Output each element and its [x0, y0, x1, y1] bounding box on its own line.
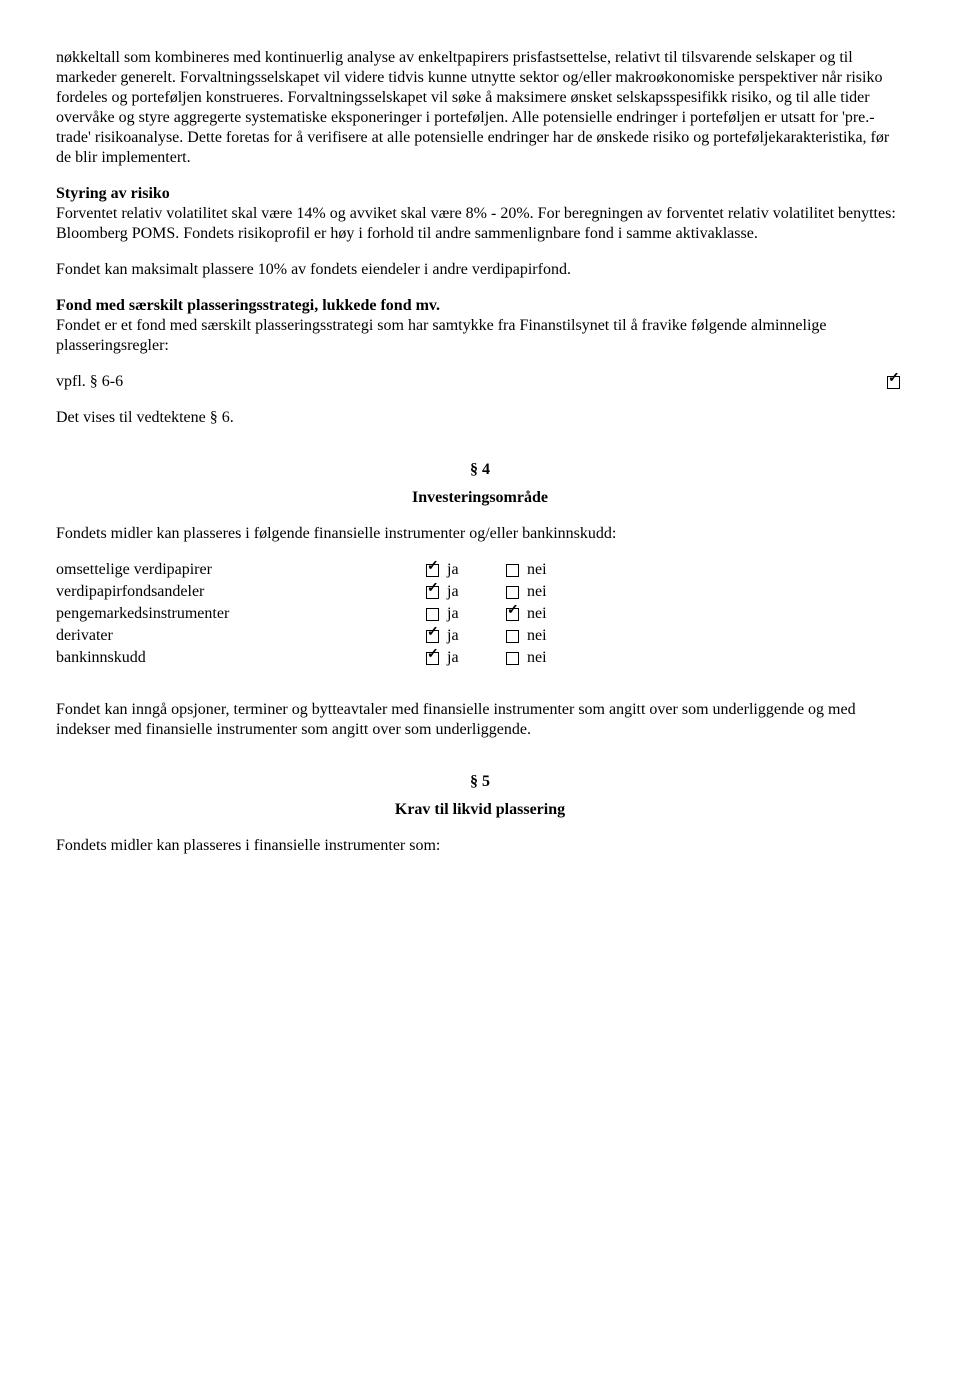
vpfl-label: vpfl. § 6-6 [56, 372, 123, 392]
nei-checkbox[interactable] [506, 564, 519, 577]
instrument-row: bankinnskudd ja nei [56, 648, 904, 668]
section-4-intro: Fondets midler kan plasseres i følgende … [56, 524, 904, 544]
styring-paragraph: Styring av risiko Forventet relativ vola… [56, 184, 904, 244]
section-4-title: Investeringsområde [56, 488, 904, 508]
ja-checkbox[interactable] [426, 586, 439, 599]
instrument-row: derivater ja nei [56, 626, 904, 646]
ja-label: ja [447, 648, 459, 668]
ja-checkbox[interactable] [426, 564, 439, 577]
nei-checkbox[interactable] [506, 586, 519, 599]
instrument-label: derivater [56, 626, 426, 646]
ja-checkbox[interactable] [426, 652, 439, 665]
instrument-nei-cell: nei [506, 582, 586, 602]
vedtektene-ref: Det vises til vedtektene § 6. [56, 408, 904, 428]
instrument-table: omsettelige verdipapirerjaneiverdipapirf… [56, 560, 904, 668]
paragraph-intro: nøkkeltall som kombineres med kontinuerl… [56, 48, 904, 168]
nei-label: nei [527, 604, 547, 624]
ja-label: ja [447, 560, 459, 580]
section-5-title: Krav til likvid plassering [56, 800, 904, 820]
instrument-nei-cell: nei [506, 560, 586, 580]
styring-text: Forventet relativ volatilitet skal være … [56, 205, 896, 242]
ja-label: ja [447, 582, 459, 602]
nei-label: nei [527, 582, 547, 602]
fond-paragraph: Fond med særskilt plasseringsstrategi, l… [56, 296, 904, 356]
ja-checkbox[interactable] [426, 630, 439, 643]
vpfl-row: vpfl. § 6-6 [56, 372, 904, 392]
instrument-nei-cell: nei [506, 648, 586, 668]
instrument-ja-cell: ja [426, 604, 506, 624]
instrument-ja-cell: ja [426, 648, 506, 668]
ja-checkbox[interactable] [426, 608, 439, 621]
nei-label: nei [527, 648, 547, 668]
instrument-ja-cell: ja [426, 560, 506, 580]
fond-text: Fondet er et fond med særskilt plasserin… [56, 317, 827, 354]
instrument-label: omsettelige verdipapirer [56, 560, 426, 580]
nei-label: nei [527, 560, 547, 580]
instrument-ja-cell: ja [426, 582, 506, 602]
instrument-row: verdipapirfondsandeler ja nei [56, 582, 904, 602]
fond-heading: Fond med særskilt plasseringsstrategi, l… [56, 297, 440, 314]
styring-heading: Styring av risiko [56, 185, 170, 202]
instrument-label: verdipapirfondsandeler [56, 582, 426, 602]
nei-label: nei [527, 626, 547, 646]
opsjoner-paragraph: Fondet kan inngå opsjoner, terminer og b… [56, 700, 904, 740]
max-plassering: Fondet kan maksimalt plassere 10% av fon… [56, 260, 904, 280]
instrument-nei-cell: nei [506, 626, 586, 646]
instrument-label: pengemarkedsinstrumenter [56, 604, 426, 624]
instrument-label: bankinnskudd [56, 648, 426, 668]
section-4-number: § 4 [56, 460, 904, 480]
instrument-nei-cell: nei [506, 604, 586, 624]
ja-label: ja [447, 626, 459, 646]
nei-checkbox[interactable] [506, 630, 519, 643]
instrument-row: pengemarkedsinstrumenter ja nei [56, 604, 904, 624]
instrument-ja-cell: ja [426, 626, 506, 646]
vpfl-checkbox[interactable] [887, 376, 900, 389]
section-5-intro: Fondets midler kan plasseres i finansiel… [56, 836, 904, 856]
nei-checkbox[interactable] [506, 652, 519, 665]
section-5-number: § 5 [56, 772, 904, 792]
ja-label: ja [447, 604, 459, 624]
nei-checkbox[interactable] [506, 608, 519, 621]
instrument-row: omsettelige verdipapirer ja nei [56, 560, 904, 580]
